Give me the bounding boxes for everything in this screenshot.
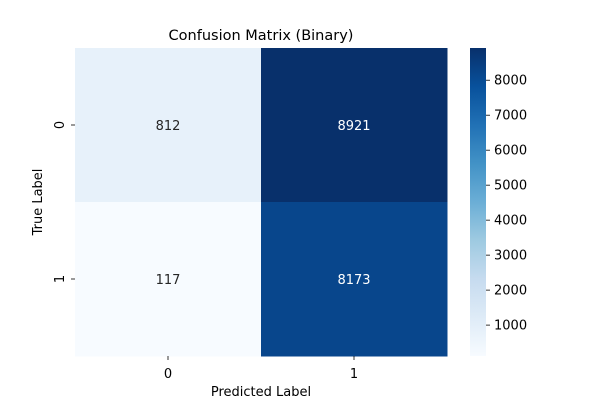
- cell-value-label: 8173: [337, 273, 370, 288]
- cell-value-label: 117: [156, 273, 181, 288]
- heatmap-cell: [261, 202, 448, 357]
- y-tick-label: 1: [53, 275, 68, 283]
- heatmap-cells: 812 8921 117 8173: [75, 48, 448, 357]
- x-tick-label: 1: [350, 367, 358, 382]
- colorbar-tick-label: 2000: [494, 284, 527, 299]
- x-axis-label: Predicted Label: [211, 385, 311, 400]
- colorbar-tick-label: 3000: [494, 249, 527, 264]
- heatmap-cell: [75, 202, 262, 357]
- x-tick-label: 0: [164, 367, 172, 382]
- colorbar-tick-label: 6000: [494, 144, 527, 159]
- cell-value-label: 8921: [337, 119, 370, 134]
- y-axis: 01: [53, 121, 75, 283]
- colorbar-tick-label: 1000: [494, 319, 527, 334]
- colorbar-gradient: [470, 48, 486, 356]
- heatmap-cell: [261, 48, 448, 203]
- y-tick-label: 0: [53, 121, 68, 129]
- colorbar-tick-label: 5000: [494, 179, 527, 194]
- cell-value-label: 812: [156, 119, 181, 134]
- y-axis-label: True Label: [31, 169, 46, 237]
- colorbar: 1000 2000 3000 4000 5000 6000 7000 8000: [470, 48, 527, 356]
- colorbar-tick-label: 7000: [494, 109, 527, 124]
- colorbar-tick-label: 8000: [494, 74, 527, 89]
- heatmap-cell: [75, 48, 262, 203]
- colorbar-tick-label: 4000: [494, 214, 527, 229]
- chart-title: Confusion Matrix (Binary): [169, 28, 354, 44]
